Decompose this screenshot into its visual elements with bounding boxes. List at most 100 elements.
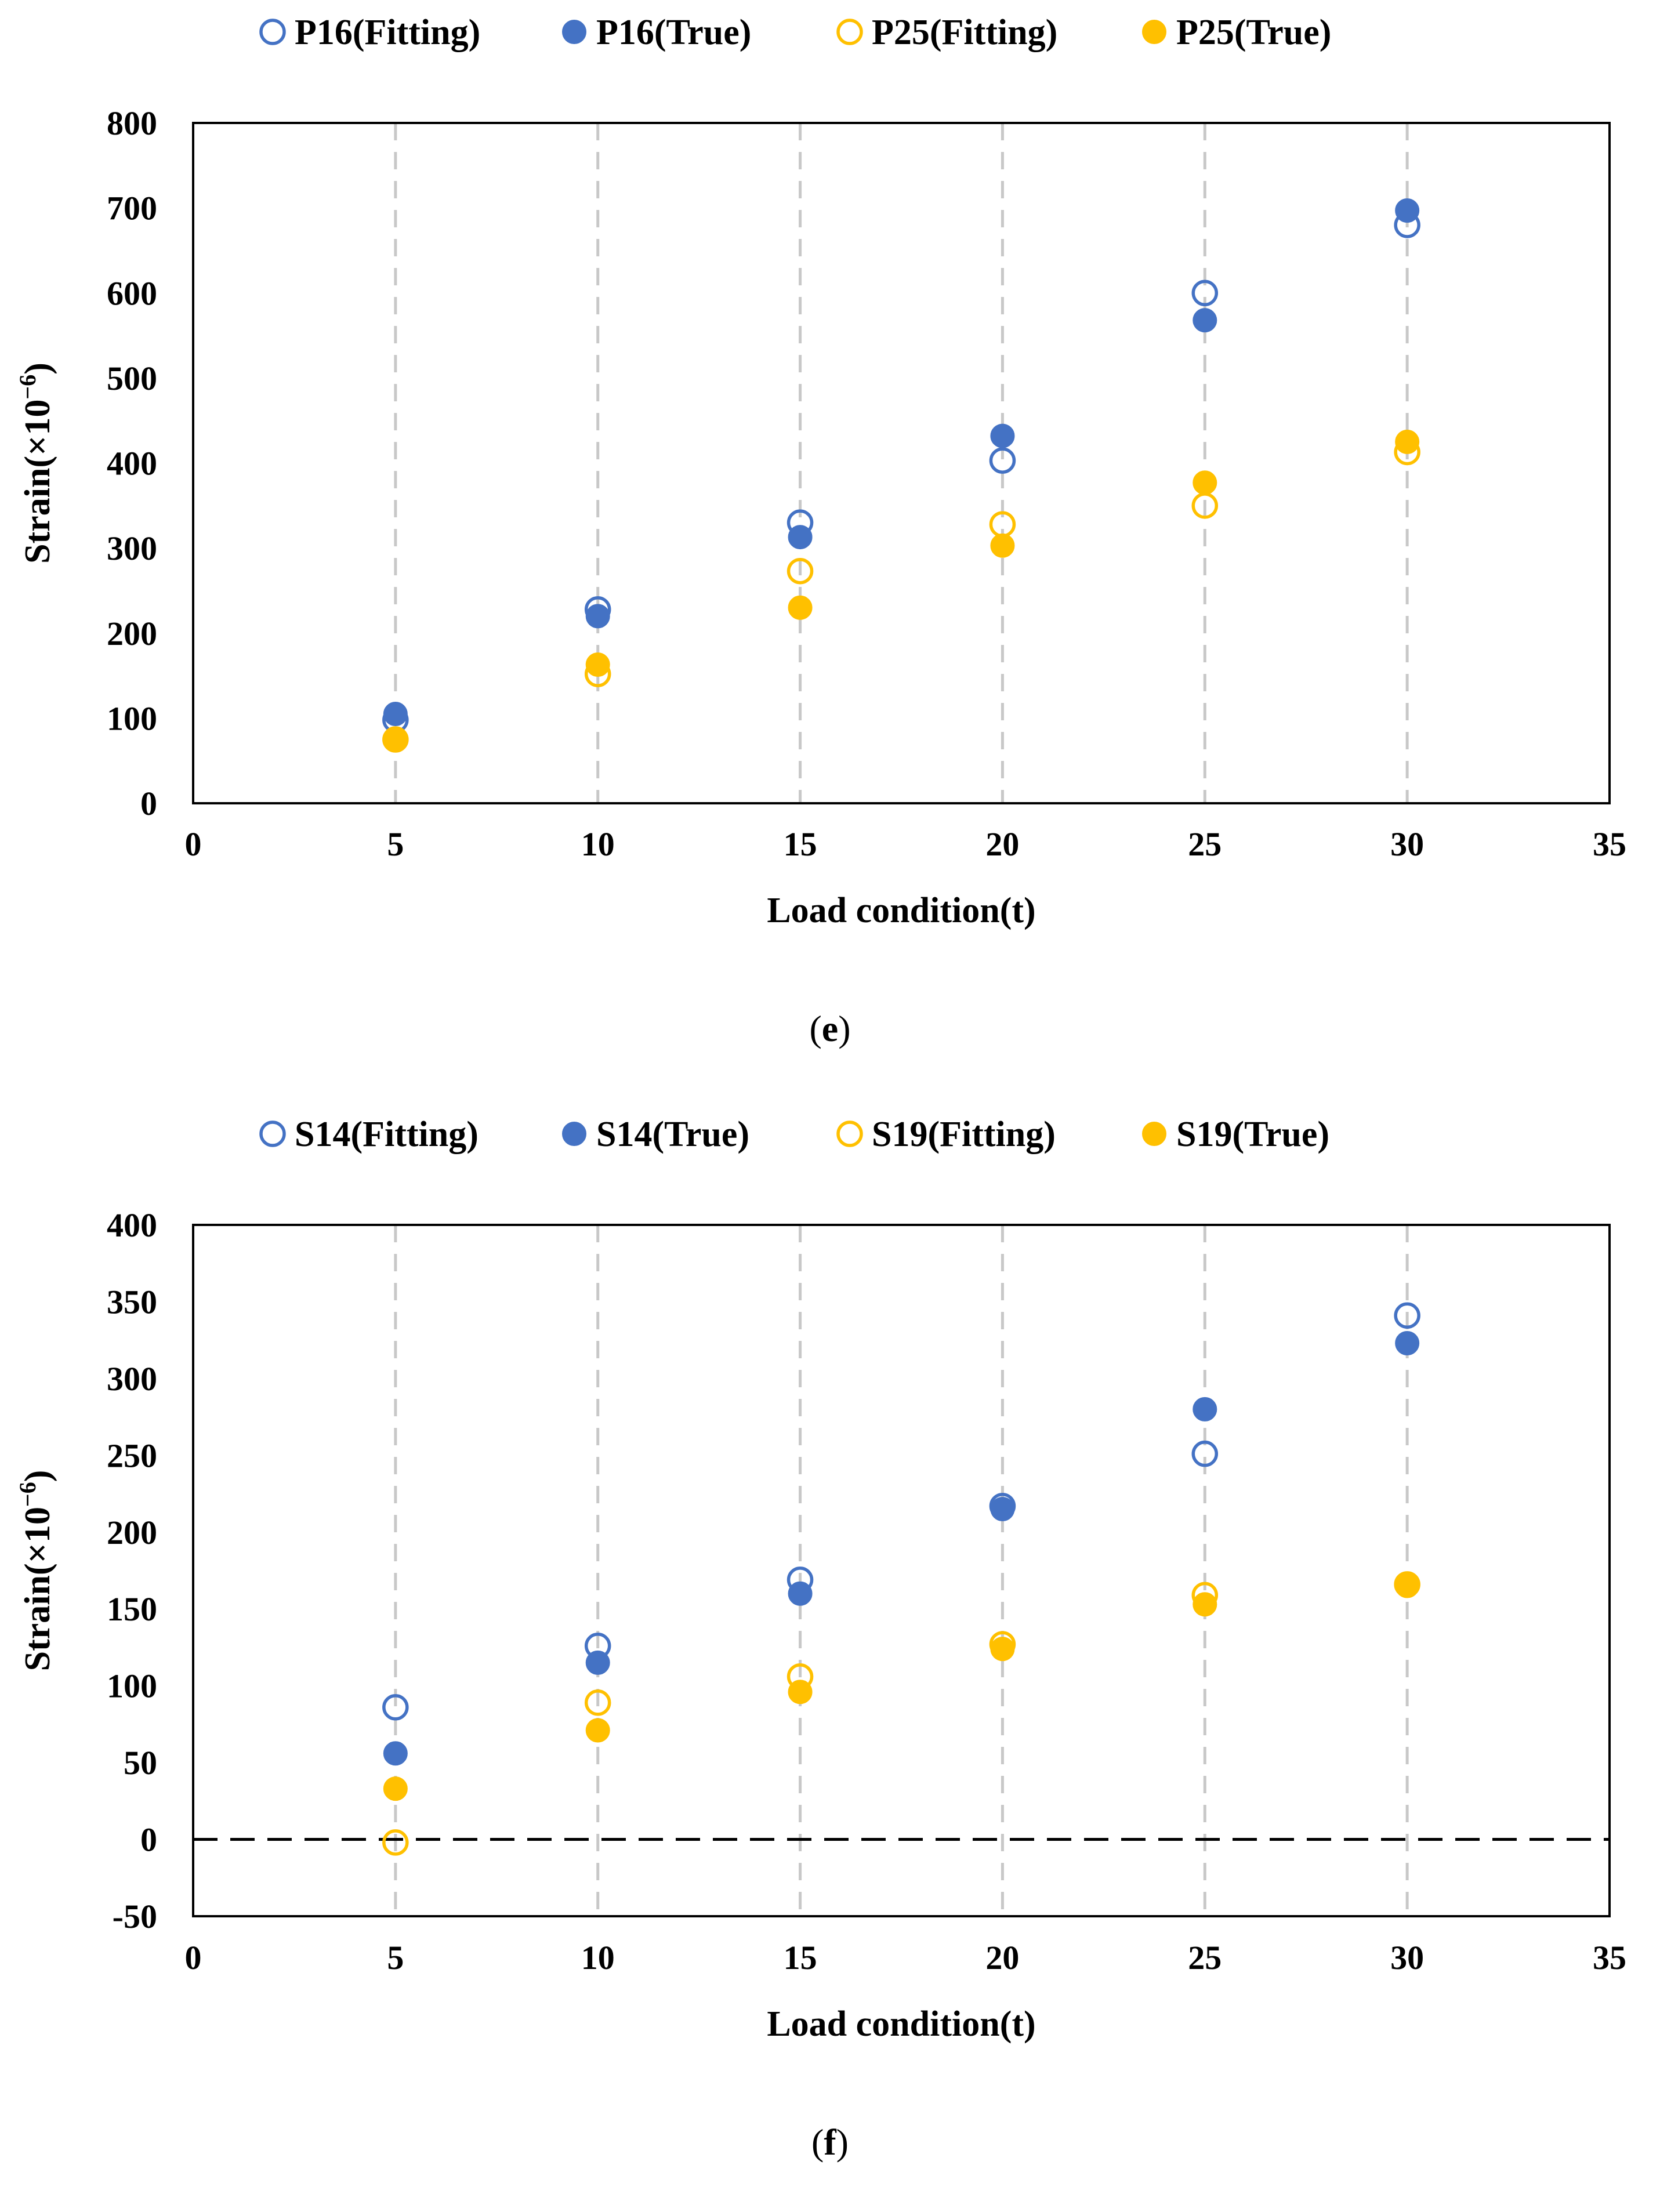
legend-item: S14(True) bbox=[562, 1115, 749, 1154]
y-tick-label: 300 bbox=[107, 530, 157, 567]
y-tick-label: 50 bbox=[124, 1744, 157, 1782]
legend-label: S19(True) bbox=[1176, 1115, 1329, 1154]
x-axis-ticks: 0 5 10 15 20 25 30 35 bbox=[185, 825, 1627, 863]
y-axis-title-close: ) bbox=[18, 1470, 57, 1482]
x-tick-label: 20 bbox=[985, 1939, 1019, 1977]
legend-marker-open bbox=[259, 19, 286, 45]
legend: P16(Fitting) P16(True) P25(Fitting) P25(Tru… bbox=[259, 13, 1331, 52]
y-tick-label: 300 bbox=[107, 1360, 157, 1398]
data-point bbox=[1395, 429, 1420, 454]
data-point bbox=[989, 447, 1016, 474]
gridlines bbox=[394, 123, 1409, 803]
y-tick-label: 100 bbox=[107, 1667, 157, 1705]
legend-label: P16(Fitting) bbox=[295, 13, 480, 52]
x-tick-label: 5 bbox=[387, 825, 404, 863]
x-tick-label: 25 bbox=[1188, 1939, 1222, 1977]
gridlines bbox=[394, 1225, 1409, 1916]
y-tick-label: 200 bbox=[107, 1514, 157, 1551]
y-tick-label: -50 bbox=[113, 1898, 157, 1935]
data-point bbox=[1395, 1330, 1420, 1355]
series-p16-true bbox=[383, 198, 1420, 727]
data-point bbox=[1193, 1592, 1217, 1617]
data-point bbox=[788, 595, 813, 620]
legend-item: S19(Fitting) bbox=[836, 1115, 1056, 1154]
series-s14-fitting bbox=[382, 1302, 1420, 1721]
y-axis-title-close: ) bbox=[18, 362, 57, 375]
data-point bbox=[585, 604, 610, 629]
y-axis-title-exponent: −6 bbox=[15, 375, 41, 400]
legend-item: S19(True) bbox=[1142, 1115, 1329, 1154]
data-point bbox=[1191, 492, 1219, 519]
x-tick-label: 5 bbox=[387, 1939, 404, 1977]
panel-label-letter: f bbox=[824, 2122, 836, 2163]
legend-marker-open bbox=[836, 19, 863, 45]
panel-label-letter: e bbox=[822, 1008, 838, 1049]
x-tick-label: 10 bbox=[581, 1939, 615, 1977]
panel-label-close: ) bbox=[838, 1008, 850, 1049]
data-point bbox=[383, 702, 408, 727]
data-point bbox=[990, 533, 1015, 558]
y-axis-ticks: 0 100 200 300 400 500 600 700 800 bbox=[107, 104, 157, 822]
legend-label: P25(Fitting) bbox=[872, 13, 1057, 52]
chart-panel-e: P16(Fitting) P16(True) P25(Fitting) P25(Tru… bbox=[15, 13, 1626, 1049]
y-tick-label: 150 bbox=[107, 1590, 157, 1628]
y-tick-label: 400 bbox=[107, 445, 157, 483]
legend-marker-filled bbox=[1142, 20, 1166, 44]
data-point bbox=[585, 652, 610, 677]
legend: S14(Fitting) S14(True) S19(Fitting) S19(Tru… bbox=[259, 1115, 1329, 1154]
data-point bbox=[786, 557, 814, 585]
x-tick-label: 0 bbox=[185, 825, 202, 863]
y-tick-label: 400 bbox=[107, 1206, 157, 1244]
legend-marker-filled bbox=[1142, 1122, 1166, 1146]
data-point bbox=[1193, 1397, 1217, 1422]
series-p25-fitting bbox=[382, 438, 1420, 753]
legend-item: P16(Fitting) bbox=[259, 13, 480, 52]
x-tick-label: 15 bbox=[784, 825, 817, 863]
legend-item: P25(True) bbox=[1142, 13, 1331, 52]
y-axis-title: Strain(×10−6) bbox=[15, 362, 57, 564]
x-tick-label: 20 bbox=[985, 825, 1019, 863]
legend-label: P16(True) bbox=[596, 13, 751, 52]
x-tick-label: 30 bbox=[1390, 1939, 1424, 1977]
data-point bbox=[584, 1689, 611, 1716]
y-tick-label: 500 bbox=[107, 360, 157, 397]
y-tick-label: 100 bbox=[107, 699, 157, 737]
legend-marker-filled bbox=[562, 20, 586, 44]
plot-frame bbox=[192, 122, 1611, 804]
data-point bbox=[989, 511, 1016, 538]
legend-marker-filled bbox=[562, 1122, 586, 1146]
panel-label-close: ) bbox=[836, 2122, 849, 2163]
y-tick-label: 700 bbox=[107, 190, 157, 227]
data-point bbox=[1191, 1440, 1219, 1467]
legend-label: P25(True) bbox=[1176, 13, 1331, 52]
series-p16-fitting bbox=[382, 212, 1420, 734]
legend-label: S14(Fitting) bbox=[295, 1115, 479, 1154]
panel-label: (e) bbox=[809, 1008, 850, 1049]
x-axis-ticks: 0 5 10 15 20 25 30 35 bbox=[185, 1939, 1627, 1977]
series-s14-true bbox=[383, 1330, 1420, 1766]
y-tick-label: 600 bbox=[107, 274, 157, 312]
data-point bbox=[383, 1776, 408, 1801]
data-point bbox=[1395, 1573, 1420, 1598]
data-point bbox=[788, 1680, 813, 1705]
y-axis-title-main: Strain(×10 bbox=[18, 400, 57, 564]
data-point bbox=[788, 525, 813, 550]
x-tick-label: 30 bbox=[1390, 825, 1424, 863]
panel-label-open: ( bbox=[811, 2122, 824, 2163]
data-point bbox=[1395, 198, 1420, 223]
y-tick-label: 0 bbox=[140, 785, 157, 822]
legend-marker-open bbox=[836, 1120, 863, 1147]
data-point bbox=[383, 726, 408, 751]
data-point bbox=[382, 1829, 409, 1856]
data-point bbox=[1193, 470, 1217, 495]
y-tick-label: 250 bbox=[107, 1437, 157, 1474]
x-axis-title: Load condition(t) bbox=[767, 2004, 1035, 2044]
x-tick-label: 10 bbox=[581, 825, 615, 863]
data-point bbox=[990, 423, 1015, 448]
legend-label: S14(True) bbox=[596, 1115, 749, 1154]
x-tick-label: 0 bbox=[185, 1939, 202, 1977]
x-tick-label: 35 bbox=[1593, 825, 1626, 863]
legend-item: P16(True) bbox=[562, 13, 751, 52]
plot-frame bbox=[192, 1224, 1611, 1917]
